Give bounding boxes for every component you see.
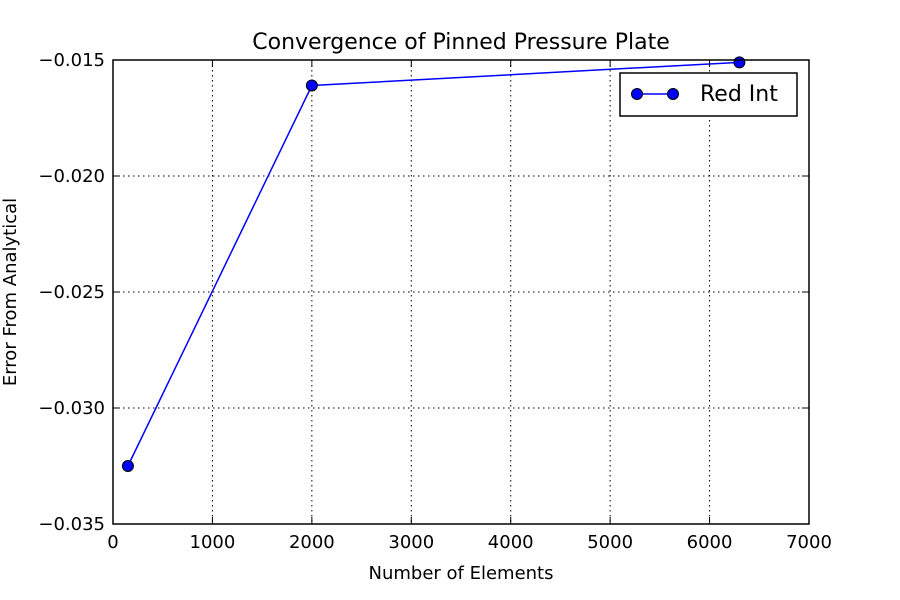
x-tick-label: 3000 <box>388 532 434 553</box>
y-tick-label: −0.025 <box>38 282 105 303</box>
x-tick-label: 2000 <box>289 532 335 553</box>
x-tick-label: 1000 <box>190 532 236 553</box>
legend-marker <box>667 88 679 100</box>
data-point <box>121 460 134 472</box>
x-tick-label: 7000 <box>786 532 832 553</box>
y-tick-label: −0.030 <box>38 398 105 419</box>
axis-ticks: 0 1000 2000 3000 4000 5000 6000 7000 −0.035 −0.03… <box>38 50 832 553</box>
y-tick-label: −0.015 <box>38 50 105 71</box>
legend-label-red-int: Red Int <box>700 82 778 107</box>
x-tick-label: 6000 <box>687 532 733 553</box>
x-tick-label: 4000 <box>488 532 534 553</box>
y-tick-label: −0.035 <box>38 514 105 535</box>
x-tick-label: 5000 <box>587 532 633 553</box>
data-point <box>733 56 746 69</box>
data-point <box>305 79 318 92</box>
y-tick-label: −0.020 <box>38 166 105 187</box>
x-tick-label: 0 <box>107 532 118 553</box>
chart-title: Convergence of Pinned Pressure Plate <box>252 30 669 55</box>
legend: Red Int <box>619 72 798 117</box>
grid-lines <box>113 60 809 524</box>
x-axis-label: Number of Elements <box>368 563 553 584</box>
legend-marker <box>631 88 643 100</box>
y-axis-label: Error From Analytical <box>0 198 21 386</box>
